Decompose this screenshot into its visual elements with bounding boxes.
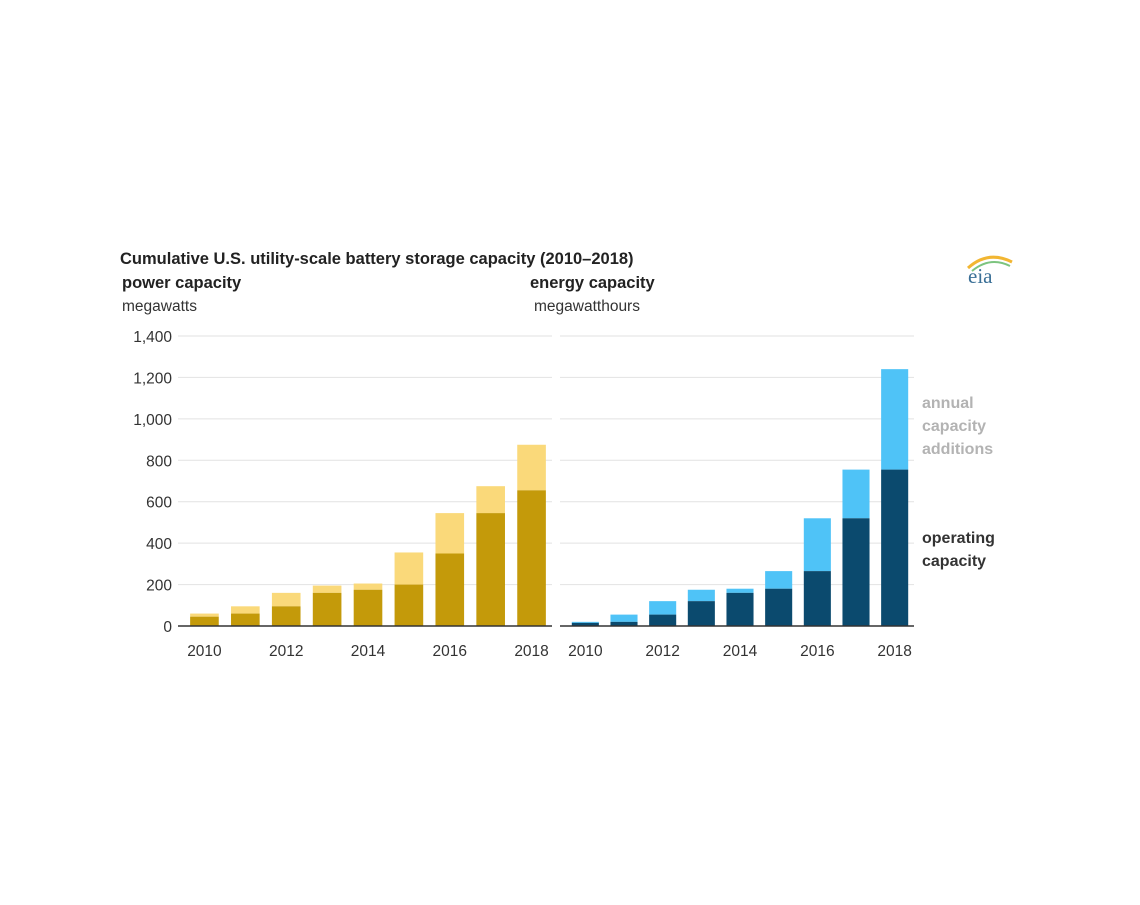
eia-logo: eia <box>966 255 1013 288</box>
x-tick-label: 2010 <box>568 643 603 660</box>
x-tick-label: 2012 <box>645 643 679 660</box>
x-tick-label: 2012 <box>269 643 303 660</box>
y-tick-label: 0 <box>163 619 172 636</box>
eia-logo-arc-icon <box>971 261 1011 272</box>
power-additions-bar-2010 <box>190 613 219 617</box>
power-operating-bar-2012 <box>271 606 301 626</box>
x-tick-label: 2016 <box>800 643 834 660</box>
legend-additions-label: annual <box>922 395 974 412</box>
power-operating-bar-2014 <box>353 589 383 626</box>
energy-additions-bar-2015 <box>765 571 793 589</box>
energy-operating-bar-2011 <box>610 621 638 626</box>
power-additions-bar-2016 <box>435 513 465 554</box>
energy-panel-title: energy capacity <box>530 274 656 292</box>
energy-additions-bar-2017 <box>842 469 870 519</box>
energy-operating-bar-2015 <box>765 588 793 626</box>
energy-additions-bar-2016 <box>803 518 831 572</box>
power-panel-unit: megawatts <box>122 298 197 315</box>
x-tick-label: 2014 <box>351 643 386 660</box>
power-operating-bar-2011 <box>231 613 260 626</box>
power-additions-bar-2015 <box>394 552 424 585</box>
power-additions-bar-2014 <box>353 583 383 590</box>
x-tick-label: 2010 <box>187 643 222 660</box>
power-capacity-panel: power capacity megawatts 0 200 400 600 800 1,00… <box>122 274 552 660</box>
eia-logo-text: eia <box>968 264 993 288</box>
x-tick-label: 2018 <box>514 643 548 660</box>
power-operating-bar-2013 <box>312 592 342 626</box>
legend-additions-label: capacity <box>922 418 986 435</box>
energy-panel-unit: megawatthours <box>534 298 640 315</box>
power-operating-bar-2015 <box>394 584 424 626</box>
eia-logo-arc-icon <box>966 255 1013 270</box>
x-tick-label: 2018 <box>877 643 911 660</box>
y-tick-label: 400 <box>146 536 172 553</box>
energy-additions-bar-2011 <box>610 614 638 622</box>
y-tick-label: 1,000 <box>133 412 172 429</box>
power-operating-bar-2010 <box>190 616 219 626</box>
legend-operating-label: capacity <box>922 553 986 570</box>
x-tick-label: 2016 <box>433 643 467 660</box>
power-additions-bar-2011 <box>231 606 260 614</box>
energy-additions-bar-2012 <box>649 601 677 615</box>
y-tick-label: 1,200 <box>133 370 172 387</box>
power-operating-bar-2018 <box>517 490 546 626</box>
y-tick-label: 800 <box>146 453 172 470</box>
energy-operating-bar-2014 <box>726 592 754 626</box>
legend-additions-label: additions <box>922 441 993 458</box>
legend: annual capacity additions operating capacity <box>922 395 995 570</box>
energy-operating-bar-2016 <box>803 571 831 626</box>
energy-operating-bar-2013 <box>687 601 715 626</box>
x-tick-label: 2014 <box>723 643 758 660</box>
energy-operating-bar-2018 <box>881 469 909 626</box>
energy-additions-bar-2018 <box>881 369 909 470</box>
y-tick-label: 600 <box>146 495 172 512</box>
energy-additions-bar-2014 <box>726 588 754 593</box>
power-additions-bar-2012 <box>271 592 301 607</box>
power-operating-bar-2017 <box>476 513 505 626</box>
energy-operating-bar-2017 <box>842 518 870 626</box>
y-tick-label: 200 <box>146 578 172 595</box>
power-additions-bar-2013 <box>312 585 342 593</box>
power-additions-bar-2017 <box>476 486 505 514</box>
energy-additions-bar-2013 <box>687 589 715 602</box>
y-tick-label: 1,400 <box>133 329 172 346</box>
energy-operating-bar-2010 <box>571 622 599 626</box>
power-panel-title: power capacity <box>122 274 242 292</box>
chart-title: Cumulative U.S. utility-scale battery st… <box>120 250 634 268</box>
energy-capacity-panel: energy capacity megawatthours 2010 2012 2014… <box>530 274 914 660</box>
energy-operating-bar-2012 <box>649 614 677 626</box>
power-operating-bar-2016 <box>435 553 465 626</box>
legend-operating-label: operating <box>922 530 995 547</box>
power-additions-bar-2018 <box>517 444 546 491</box>
energy-additions-bar-2010 <box>571 621 599 623</box>
